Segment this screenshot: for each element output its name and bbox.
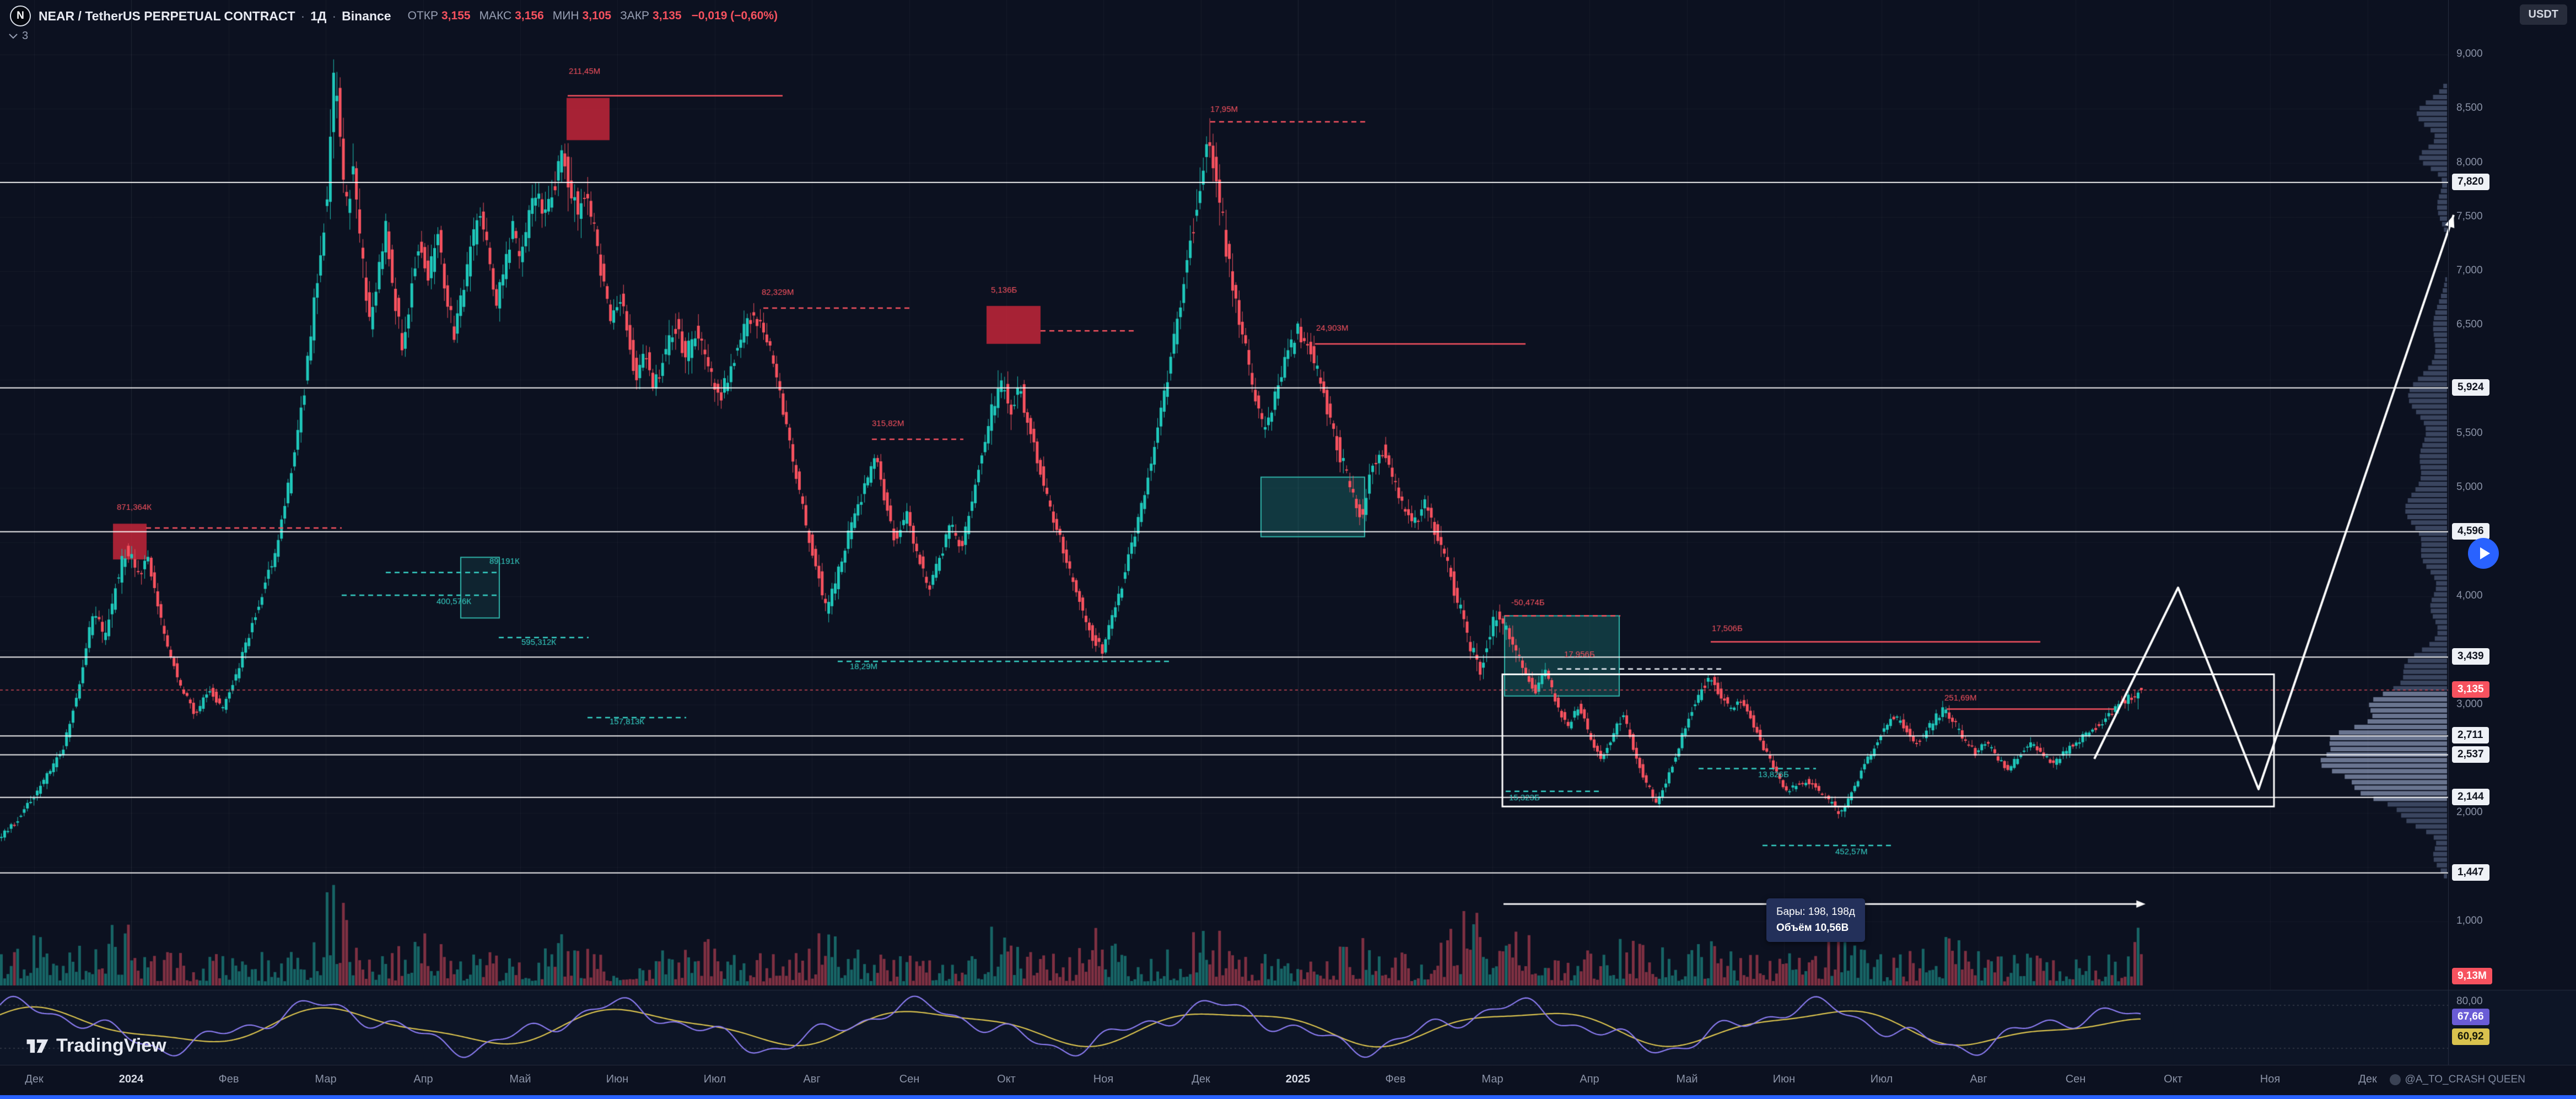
last-price-badge: 3,135 — [2452, 681, 2489, 698]
low-label: МИН — [552, 9, 579, 22]
time-axis-month-label: Мар — [1481, 1073, 1503, 1085]
price-tick-label: 6,500 — [2456, 319, 2483, 331]
symbol-name[interactable]: NEAR / TetherUS PERPETUAL CONTRACT — [39, 8, 295, 23]
time-axis-month-label: Фев — [218, 1073, 239, 1085]
price-scale[interactable]: 9,000 8,500 8,000 7,500 7,000 6,500 5,500 5,000… — [2448, 0, 2576, 1065]
time-axis-month-label: Авг — [1970, 1073, 1987, 1085]
time-axis-month-label: Дек — [25, 1073, 44, 1085]
price-tick-label: 3,000 — [2456, 698, 2483, 710]
close-label: ЗАКР — [620, 9, 650, 22]
tradingview-logo-text: TradingView — [56, 1035, 166, 1056]
tradingview-logo[interactable]: TradingView — [25, 1035, 166, 1057]
time-axis-month-label: Дек — [1192, 1073, 1210, 1085]
tradingview-mark-icon — [26, 1039, 48, 1053]
price-tick-label: 4,000 — [2456, 589, 2483, 601]
level-price-badge: 2,711 — [2452, 727, 2489, 744]
high-label: МАКС — [479, 9, 512, 22]
chevron-down-icon — [9, 33, 18, 39]
ohlc-readout: ОТКР 3,155 МАКС 3,156 МИН 3,105 ЗАКР 3,1… — [408, 9, 778, 23]
level-price-badge: 3,439 — [2452, 648, 2489, 665]
measure-bars-text: Бары: 198, 198д — [1776, 906, 1855, 918]
measure-tooltip: Бары: 198, 198д Объём 10,56В — [1766, 898, 1865, 942]
interval-label[interactable]: 1Д — [295, 9, 326, 24]
level-price-badge: 2,537 — [2452, 746, 2489, 763]
time-axis-month-label: Май — [1676, 1073, 1698, 1085]
time-axis-month-label: Авг — [803, 1073, 821, 1085]
time-axis-month-label: Май — [509, 1073, 531, 1085]
objects-count: 3 — [22, 30, 29, 42]
price-tick-label: 9,000 — [2456, 48, 2483, 60]
time-axis-month-label: Мар — [315, 1073, 337, 1085]
high-value: 3,156 — [515, 9, 544, 22]
exchange-label[interactable]: Binance — [326, 9, 391, 24]
price-tick-label: 7,500 — [2456, 210, 2483, 222]
open-value: 3,155 — [441, 9, 471, 22]
time-axis-month-label: Июн — [1772, 1073, 1796, 1085]
chart-header: N NEAR / TetherUS PERPETUAL CONTRACT 1Д … — [10, 6, 778, 26]
level-price-badge: 2,144 — [2452, 788, 2489, 805]
time-axis-year-label: 2024 — [118, 1073, 144, 1085]
time-axis-month-label: Апр — [1580, 1073, 1599, 1085]
price-tick-label: 1,000 — [2456, 914, 2483, 926]
near-symbol-icon: N — [10, 6, 31, 26]
low-value: 3,105 — [582, 9, 612, 22]
objects-tree-toggle[interactable]: 3 — [9, 30, 28, 42]
symbol-title[interactable]: NEAR / TetherUS PERPETUAL CONTRACT 1Д Bi… — [39, 9, 391, 24]
time-axis-month-label: Ноя — [1093, 1073, 1114, 1085]
measure-volume-text: Объём 10,56В — [1776, 922, 1849, 934]
time-axis-month-label: Ноя — [2260, 1073, 2281, 1085]
price-tick-label: 5,500 — [2456, 427, 2483, 439]
price-tick-label: 8,000 — [2456, 156, 2483, 168]
volume-badge: 9,13М — [2452, 968, 2492, 984]
time-axis-month-label: Окт — [2164, 1073, 2182, 1085]
oscillator-scale-label: 80,00 — [2456, 995, 2483, 1007]
oscillator-slow-badge: 60,92 — [2452, 1028, 2489, 1045]
price-change: −0,019 (−0,60%) — [691, 9, 778, 22]
price-tick-label: 7,000 — [2456, 265, 2483, 277]
time-axis-month-label: Июн — [606, 1073, 629, 1085]
time-axis-month-label: Сен — [2065, 1073, 2086, 1085]
near-symbol-letter: N — [17, 10, 24, 21]
open-label: ОТКР — [407, 9, 438, 22]
time-axis[interactable]: Дек 2024 Фев Мар Апр Май Июн Июл Авг Сен Окт Ноя Дек… — [0, 1065, 2576, 1096]
close-value: 3,135 — [653, 9, 682, 22]
time-axis-month-label: Июл — [703, 1073, 726, 1085]
play-icon — [2480, 547, 2490, 559]
level-price-badge: 5,924 — [2452, 379, 2489, 396]
price-tick-label: 5,000 — [2456, 481, 2483, 493]
time-axis-month-label: Фев — [1385, 1073, 1406, 1085]
time-axis-month-label: Апр — [413, 1073, 433, 1085]
author-logo-icon — [2389, 1074, 2401, 1085]
play-button[interactable] — [2468, 538, 2499, 569]
time-axis-month-label: Дек — [2358, 1073, 2377, 1085]
author-watermark-text: @A_TO_CRASH QUEEN — [2405, 1074, 2526, 1085]
price-tick-label: 2,000 — [2456, 806, 2483, 818]
level-price-badge: 1,447 — [2452, 864, 2489, 881]
time-axis-month-label: Сен — [899, 1073, 920, 1085]
level-price-badge: 7,820 — [2452, 173, 2489, 190]
currency-usdt-button[interactable]: USDT — [2519, 4, 2567, 25]
level-price-badge: 4,596 — [2452, 522, 2489, 540]
time-axis-year-label: 2025 — [1285, 1073, 1311, 1085]
price-tick-label: 8,500 — [2456, 102, 2483, 114]
author-watermark: @A_TO_CRASH QUEEN — [2389, 1074, 2526, 1086]
time-axis-month-label: Окт — [997, 1073, 1016, 1085]
oscillator-fast-badge: 67,66 — [2452, 1009, 2489, 1025]
timeline-scrollbar[interactable] — [0, 1095, 2576, 1099]
time-axis-month-label: Июл — [1870, 1073, 1893, 1085]
